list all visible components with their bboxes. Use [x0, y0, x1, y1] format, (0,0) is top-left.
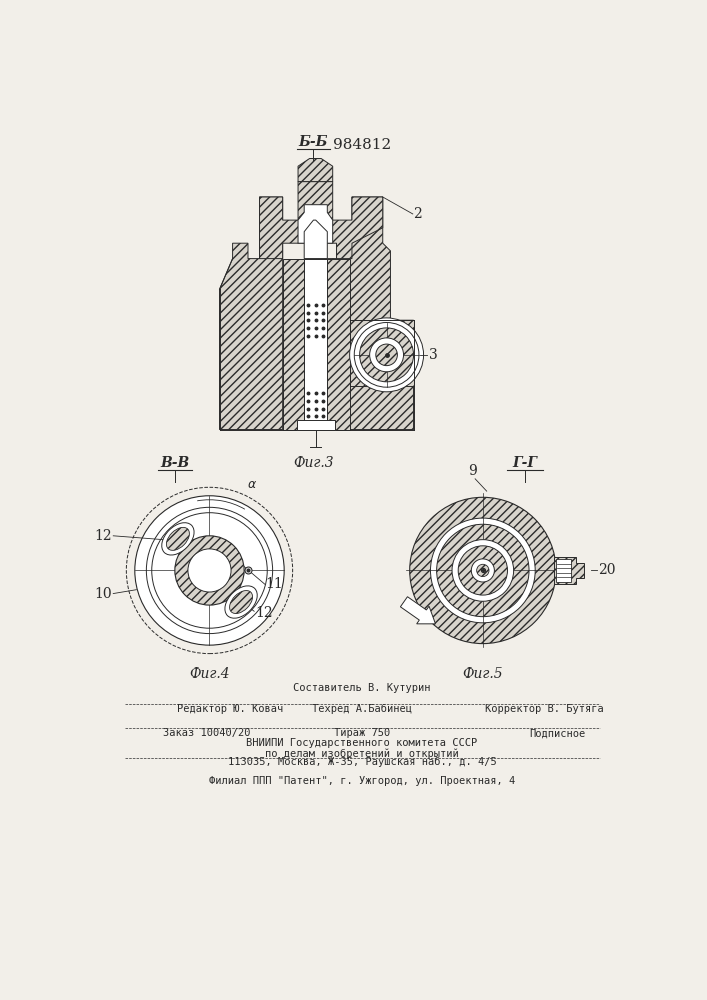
Circle shape — [437, 524, 529, 617]
Circle shape — [350, 318, 423, 392]
Polygon shape — [298, 205, 333, 243]
Text: Редактор Ю. Ковач: Редактор Ю. Ковач — [177, 704, 284, 714]
Circle shape — [452, 540, 514, 601]
Circle shape — [146, 507, 273, 634]
Polygon shape — [556, 559, 571, 582]
Polygon shape — [327, 259, 350, 430]
Polygon shape — [350, 320, 414, 386]
Text: Подписное: Подписное — [529, 728, 585, 738]
Text: 20: 20 — [598, 563, 616, 577]
Text: Корректор В. Бутяга: Корректор В. Бутяга — [485, 704, 604, 714]
Polygon shape — [298, 158, 333, 182]
Circle shape — [477, 564, 489, 577]
Text: В-В: В-В — [160, 456, 189, 470]
Polygon shape — [554, 557, 584, 584]
Polygon shape — [283, 259, 304, 430]
Text: Фиг.4: Фиг.4 — [189, 667, 230, 681]
Polygon shape — [325, 197, 414, 430]
Circle shape — [175, 536, 244, 605]
Text: ВНИИПИ Государственного комитета СССР: ВНИИПИ Государственного комитета СССР — [246, 738, 477, 748]
Text: 2: 2 — [414, 207, 422, 221]
Text: Фиг.5: Фиг.5 — [462, 667, 503, 681]
Text: Б-Б: Б-Б — [298, 135, 328, 149]
Polygon shape — [304, 259, 327, 430]
Polygon shape — [259, 182, 382, 259]
Circle shape — [370, 338, 404, 372]
Text: Г-Г: Г-Г — [513, 456, 538, 470]
Circle shape — [152, 513, 267, 628]
Text: 3: 3 — [429, 348, 438, 362]
Text: Составитель В. Кутурин: Составитель В. Кутурин — [293, 683, 431, 693]
Text: 11: 11 — [266, 577, 284, 591]
Polygon shape — [400, 597, 436, 624]
Text: 12: 12 — [256, 606, 274, 620]
Circle shape — [188, 549, 231, 592]
Text: по делам изобретений и открытий: по делам изобретений и открытий — [265, 748, 459, 759]
Circle shape — [409, 497, 556, 644]
Text: 10: 10 — [94, 587, 112, 601]
Ellipse shape — [225, 586, 257, 618]
Text: Техред А.Бабинец: Техред А.Бабинец — [312, 704, 412, 714]
Circle shape — [376, 344, 397, 366]
Text: Тираж 750: Тираж 750 — [334, 728, 390, 738]
Text: 113035, Москва, Ж-35, Раушская наб., д. 4/5: 113035, Москва, Ж-35, Раушская наб., д. … — [228, 757, 496, 767]
Text: 984812: 984812 — [333, 138, 391, 152]
Polygon shape — [296, 420, 335, 430]
Ellipse shape — [230, 591, 252, 614]
Circle shape — [431, 518, 535, 623]
Text: Филиал ППП "Патент", г. Ужгород, ул. Проектная, 4: Филиал ППП "Патент", г. Ужгород, ул. Про… — [209, 776, 515, 786]
Circle shape — [135, 496, 284, 645]
Polygon shape — [219, 197, 283, 430]
Circle shape — [472, 559, 494, 582]
Circle shape — [360, 328, 414, 382]
Text: 9: 9 — [468, 464, 477, 478]
Circle shape — [354, 323, 419, 387]
Ellipse shape — [166, 527, 189, 550]
Ellipse shape — [162, 523, 194, 555]
Text: α: α — [247, 478, 256, 491]
Circle shape — [458, 546, 508, 595]
Text: Фиг.3: Фиг.3 — [293, 456, 334, 470]
Polygon shape — [304, 220, 327, 259]
Text: 12: 12 — [94, 529, 112, 543]
Text: Заказ 10040/20: Заказ 10040/20 — [163, 728, 251, 738]
